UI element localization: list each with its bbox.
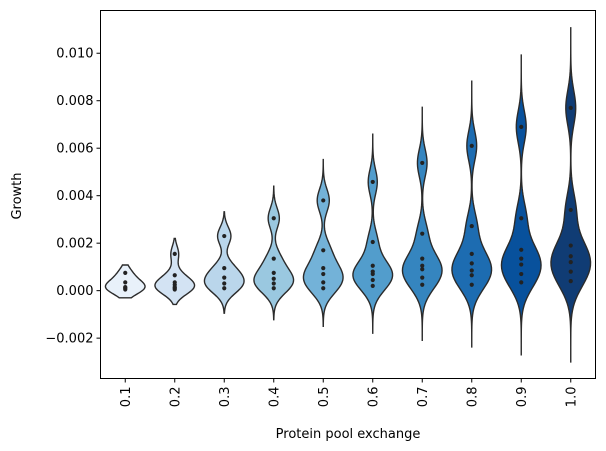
y-tick-label: 0.000 (56, 284, 93, 299)
x-tick-label: 0.1 (119, 387, 134, 408)
violin-point (519, 271, 524, 277)
violin-point (469, 282, 474, 287)
violin-point (568, 269, 573, 274)
violin-point (568, 279, 573, 284)
violin-point (370, 239, 375, 245)
x-tick-label: 0.9 (515, 387, 530, 408)
y-axis-ticks: −0.002 0.000 0.002 0.004 0.006 0.008 0.010 (45, 47, 101, 347)
x-tick-label: 0.5 (317, 387, 332, 408)
violin-point (271, 286, 276, 291)
y-tick-label: 0.010 (56, 47, 93, 62)
violin-0.6 (352, 133, 394, 334)
violin-0.3 (203, 211, 245, 314)
violin-point (469, 268, 474, 273)
violin-point (519, 216, 524, 221)
x-tick-label: 0.3 (218, 387, 233, 408)
violin-point (321, 198, 326, 203)
violin-point (172, 251, 177, 256)
plot-frame (100, 10, 596, 379)
violin-0.7 (401, 106, 443, 341)
violin-point (370, 271, 375, 277)
violin-point (370, 283, 375, 289)
violin-point (172, 286, 177, 291)
violin-point (321, 286, 326, 291)
violin-layer (104, 27, 592, 363)
violin-point (271, 276, 276, 281)
violin-point (420, 267, 425, 272)
violin-point (420, 256, 425, 261)
violin-0.9 (500, 54, 542, 356)
y-tick-label: 0.004 (56, 189, 93, 204)
y-tick-label: 0.002 (56, 237, 93, 252)
violin-point (321, 266, 326, 271)
violin-point (469, 223, 474, 229)
violin-point (519, 256, 524, 261)
violin-point (321, 248, 326, 253)
y-tick-label: 0.006 (56, 142, 93, 157)
violin-point (370, 277, 375, 283)
y-tick-label: 0.008 (56, 94, 93, 109)
point-layer (123, 105, 573, 292)
violin-1.0 (550, 27, 592, 363)
violin-point (123, 286, 128, 291)
x-tick-label: 0.7 (416, 387, 431, 408)
violin-point (370, 179, 375, 185)
violin-point (568, 254, 573, 259)
violin-point (271, 216, 276, 221)
violin-point (172, 273, 177, 278)
violin-0.5 (302, 158, 344, 327)
violin-point (420, 282, 425, 287)
violin-point (222, 266, 227, 271)
violin-point (420, 263, 425, 268)
violin-point (222, 233, 227, 239)
violin-point (370, 263, 375, 268)
violin-point (469, 143, 474, 148)
violin-point (271, 256, 276, 261)
x-axis-ticks: 0.1 0.2 0.3 0.4 0.5 0.6 0.7 0.8 0.9 1.0 (119, 378, 579, 408)
x-tick-label: 0.8 (465, 387, 480, 408)
x-tick-label: 1.0 (564, 387, 579, 408)
violin-point (271, 281, 276, 286)
violin-point (321, 271, 326, 277)
violin-point (321, 280, 326, 285)
violin-point (123, 280, 128, 285)
violin-point (469, 251, 474, 256)
violin-point (568, 105, 573, 110)
violin-point (519, 124, 524, 129)
violin-point (222, 275, 227, 280)
violin-point (568, 207, 573, 213)
violin-point (568, 260, 573, 265)
violin-0.2 (154, 237, 196, 306)
violin-point (568, 243, 573, 248)
violin-point (420, 231, 425, 236)
violin-0.8 (451, 80, 493, 348)
x-tick-label: 0.4 (267, 387, 282, 408)
violin-point (469, 261, 474, 266)
x-axis-label: Protein pool exchange (276, 427, 421, 442)
violin-0.4 (253, 185, 295, 321)
violin-point (469, 273, 474, 278)
violin-point (519, 262, 524, 267)
violin-point (123, 270, 128, 275)
violin-point (222, 281, 227, 286)
violin-point (519, 247, 524, 252)
x-tick-label: 0.6 (366, 387, 381, 408)
violin-point (519, 280, 524, 285)
violin-point (271, 270, 276, 275)
x-tick-label: 0.2 (168, 387, 183, 408)
violin-point (420, 275, 425, 280)
violin-point (222, 286, 227, 291)
violin-point (420, 160, 425, 166)
y-axis-label: Growth (10, 172, 25, 219)
y-tick-label: −0.002 (45, 332, 93, 347)
